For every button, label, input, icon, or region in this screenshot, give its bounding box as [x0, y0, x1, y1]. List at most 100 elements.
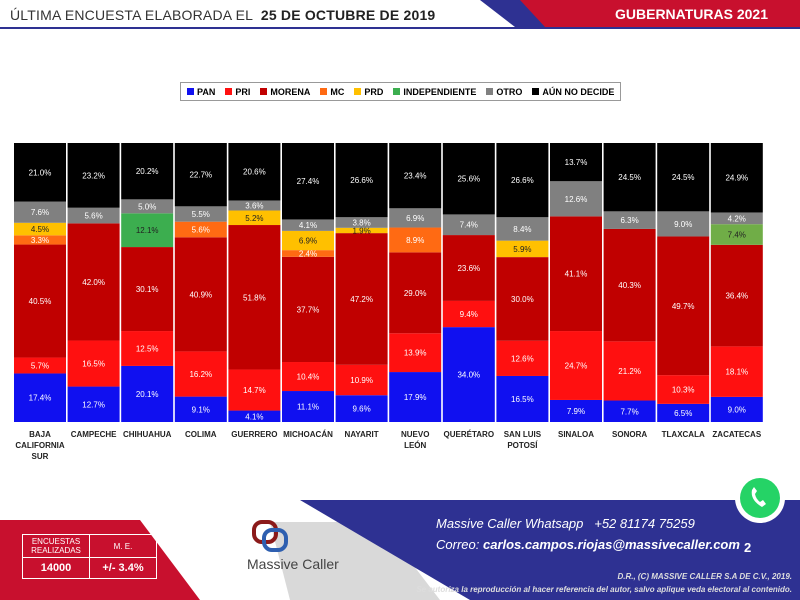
bar-segment — [550, 181, 602, 217]
bar-segment — [174, 237, 227, 352]
data-label: 6.9% — [406, 214, 424, 223]
data-label: 18.1% — [725, 368, 748, 377]
bar-segment — [389, 227, 442, 253]
bar-segment — [228, 210, 281, 226]
bar-segment — [710, 143, 763, 213]
bar-segment — [335, 143, 388, 218]
data-label: 40.3% — [618, 281, 641, 290]
bar-segment — [282, 256, 334, 363]
bar-segment — [496, 240, 549, 258]
category-label: POTOSÍ — [507, 441, 538, 450]
bar-segment — [121, 143, 174, 200]
data-label: 25.6% — [457, 175, 480, 184]
data-label: 16.5% — [82, 360, 105, 369]
data-label: 37.7% — [297, 305, 320, 314]
bar-segment — [603, 341, 656, 401]
bar-segment — [67, 340, 120, 387]
disclaimer: Se autoriza la reproducción al hacer ref… — [416, 585, 792, 594]
whatsapp-contact: Massive Caller Whatsapp +52 81174 75259 — [436, 516, 695, 531]
data-label: 3.8% — [352, 219, 370, 228]
data-label: 30.0% — [511, 295, 534, 304]
bar-segment — [657, 403, 710, 422]
email-link[interactable]: carlos.campos.riojas@massivecaller.com — [482, 537, 740, 552]
data-label: 12.6% — [511, 354, 534, 363]
bar-segment — [121, 199, 174, 214]
bar-segment — [710, 224, 763, 245]
legend-swatch — [225, 88, 233, 95]
whatsapp-icon — [740, 478, 780, 518]
bar-segment — [174, 221, 227, 238]
logo-text: Massive Caller — [247, 556, 339, 572]
bar-segment — [657, 236, 710, 376]
data-label: 26.6% — [511, 176, 534, 185]
stacked-bar-chart: 17.4% 5.7% 40.5% 3.3% 4.5% 7.6% 21.0% BAJA CALIF… — [14, 143, 763, 461]
data-label: 6.9% — [299, 237, 317, 246]
bar-segment — [228, 200, 281, 211]
data-label: 1.9% — [352, 226, 370, 235]
legend-swatch — [354, 88, 362, 95]
bar-segment — [710, 212, 763, 225]
bar-segment — [603, 400, 656, 422]
data-label: 12.5% — [136, 344, 159, 353]
category-label: GUERRERO — [231, 430, 277, 439]
bar-segment — [657, 211, 710, 237]
page-number: 2 — [744, 540, 752, 555]
category-label: SONORA — [612, 430, 647, 439]
bar-segment — [67, 223, 120, 341]
bar-segment — [282, 250, 334, 257]
legend-item: AÚN NO DECIDE — [532, 87, 614, 97]
legend-swatch — [393, 88, 401, 95]
data-label: 12.6% — [565, 195, 588, 204]
data-label: 10.3% — [672, 385, 695, 394]
category-label: ZACATECAS — [712, 430, 761, 439]
bar-segment — [442, 300, 495, 328]
data-label: 23.6% — [457, 264, 480, 273]
header-title: ÚLTIMA ENCUESTA ELABORADA EL 25 DE OCTUB… — [10, 7, 436, 23]
bar-segment — [174, 206, 227, 222]
category-label: LEÓN — [404, 441, 426, 450]
bar-segment — [228, 225, 281, 370]
data-label: 40.5% — [29, 297, 52, 306]
data-label: 5.0% — [138, 202, 156, 211]
data-label: 17.4% — [29, 394, 52, 403]
data-label: 10.9% — [350, 376, 373, 385]
legend-item: INDEPENDIENTE — [393, 87, 476, 97]
data-label: 5.5% — [192, 210, 210, 219]
data-label: 29.0% — [404, 289, 427, 298]
data-label: 12.7% — [82, 400, 105, 409]
bar-segment — [282, 230, 334, 251]
bar-segment — [174, 351, 227, 397]
data-label: 5.9% — [513, 245, 531, 254]
bar-segment — [282, 362, 334, 392]
bar-segment — [389, 333, 442, 373]
bar-segment — [335, 364, 388, 396]
bar-segment — [121, 365, 174, 422]
email-contact: Correo: carlos.campos.riojas@massivecall… — [436, 537, 740, 552]
legend-item: OTRO — [486, 87, 522, 97]
data-label: 17.9% — [404, 393, 427, 402]
massive-caller-logo-icon — [252, 520, 288, 552]
data-label: 13.9% — [404, 349, 427, 358]
category-label: CALIFORNIA — [15, 441, 65, 450]
legend-label: PRD — [364, 86, 384, 97]
data-label: 5.2% — [245, 214, 263, 223]
bar-segment — [657, 143, 710, 212]
bar-segment — [550, 216, 602, 332]
data-label: 41.1% — [565, 270, 588, 279]
data-label: 12.1% — [136, 226, 159, 235]
data-label: 8.4% — [513, 225, 531, 234]
data-label: 16.5% — [511, 395, 534, 404]
category-label: SAN LUIS — [504, 430, 542, 439]
bar-segment — [550, 399, 602, 422]
data-label: 34.0% — [457, 371, 480, 380]
bar-segment — [442, 214, 495, 236]
bar-segment — [335, 227, 388, 234]
legend-item: MORENA — [260, 87, 310, 97]
bar-segment — [335, 217, 388, 228]
data-label: 10.4% — [297, 373, 320, 382]
data-label: 5.7% — [31, 362, 49, 371]
data-label: 9.6% — [352, 405, 370, 414]
legend-item: PRI — [225, 87, 250, 97]
legend-swatch — [260, 88, 268, 95]
data-label: 20.1% — [136, 390, 159, 399]
